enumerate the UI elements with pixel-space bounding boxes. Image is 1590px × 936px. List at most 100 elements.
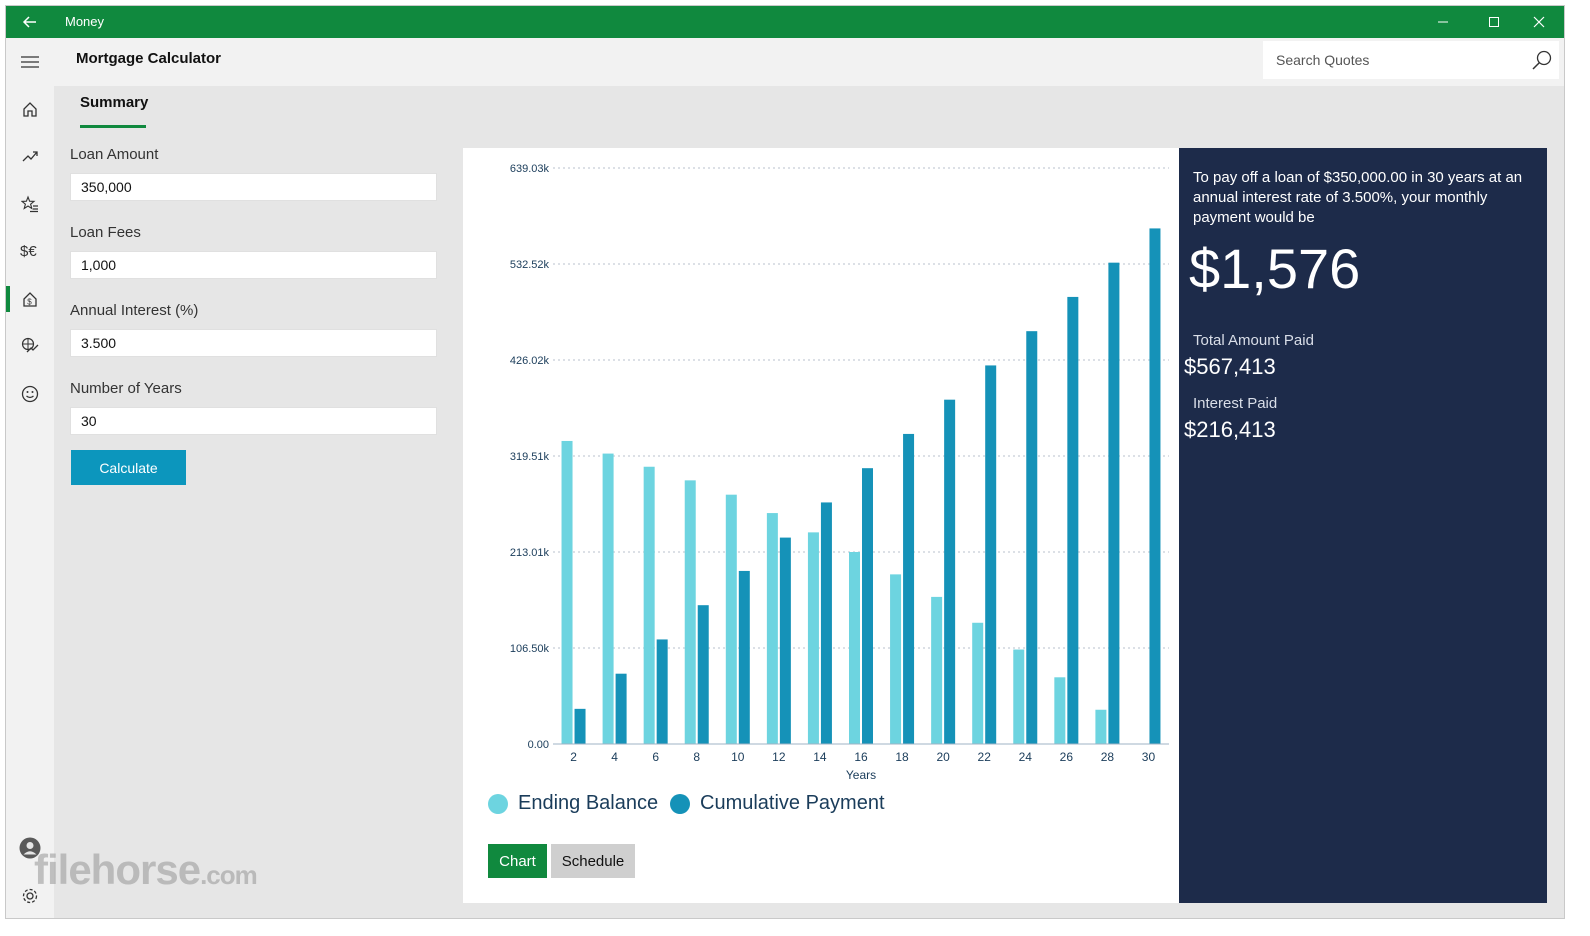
calculate-button[interactable]: Calculate (71, 450, 186, 485)
mortgage-bar-chart: 0.00 106.50k 213.01k 319.51k 426.02k 532.52k 6… (510, 163, 1169, 782)
cumulative-payment-bar (1026, 331, 1038, 744)
ending-balance-bar (890, 574, 902, 744)
title-bar: Money (6, 6, 1564, 38)
cumulative-payment-bar (1108, 262, 1120, 744)
watermark-text: filehorse (34, 846, 201, 893)
x-tick-label: 20 (936, 750, 950, 764)
x-tick-label: 16 (854, 750, 868, 764)
sidebar: $€ $ (6, 38, 54, 918)
x-tick-label: 8 (693, 750, 700, 764)
world-markets-icon[interactable] (18, 334, 42, 358)
chart-panel: 0.00 106.50k 213.01k 319.51k 426.02k 532.52k 6… (463, 148, 1179, 903)
ending-balance-bar (725, 494, 737, 744)
y-tick-label: 319.51k (510, 451, 550, 463)
y-tick-label: 639.03k (510, 163, 550, 175)
cumulative-payment-bar (985, 365, 997, 744)
cumulative-payment-dot-icon (670, 793, 690, 814)
x-tick-label: 22 (978, 750, 992, 764)
summary-panel: To pay off a loan of $350,000.00 in 30 y… (1179, 148, 1547, 903)
search-box (1263, 41, 1559, 79)
watermark-logo: filehorse.com (34, 846, 258, 894)
summary-description: To pay off a loan of $350,000.00 in 30 y… (1193, 169, 1523, 226)
svg-text:$€: $€ (20, 243, 37, 260)
home-icon[interactable] (18, 97, 42, 121)
hamburger-menu-icon[interactable] (18, 50, 42, 74)
ending-balance-bar (1095, 709, 1107, 744)
close-button[interactable] (1516, 6, 1562, 38)
cumulative-payment-bar (574, 708, 586, 744)
y-tick-label: 106.50k (510, 643, 550, 655)
loan-amount-label: Loan Amount (70, 146, 159, 163)
total-paid-value: $567,413 (1184, 354, 1276, 379)
x-axis-label: Years (846, 768, 876, 782)
interest-paid-label: Interest Paid (1193, 395, 1278, 412)
cumulative-payment-bar (738, 570, 750, 744)
x-tick-label: 4 (611, 750, 618, 764)
total-paid-label: Total Amount Paid (1193, 332, 1314, 349)
search-input[interactable] (1274, 51, 1518, 69)
cumulative-payment-bar (1149, 228, 1161, 744)
ending-balance-bar (1013, 649, 1025, 744)
smiley-feedback-icon[interactable] (18, 382, 42, 406)
legend-ending-balance: Ending Balance (488, 792, 658, 815)
ending-balance-bar (684, 480, 696, 744)
ending-balance-bar (643, 466, 655, 744)
number-of-years-label: Number of Years (70, 380, 182, 397)
x-tick-label: 2 (570, 750, 577, 764)
page-title: Mortgage Calculator (76, 50, 222, 67)
chart-view-button[interactable]: Chart (488, 844, 547, 878)
ending-balance-bar (807, 532, 819, 744)
cumulative-payment-bar (779, 537, 791, 744)
y-tick-label: 426.02k (510, 355, 550, 367)
loan-fees-label: Loan Fees (70, 224, 141, 241)
x-tick-label: 14 (813, 750, 827, 764)
cumulative-payment-bar (656, 639, 668, 744)
legend-cumulative-payment: Cumulative Payment (670, 792, 885, 815)
app-window: Money $€ $ (5, 5, 1565, 919)
ending-balance-bar (766, 513, 778, 744)
account-avatar-icon[interactable] (18, 836, 42, 860)
maximize-button[interactable] (1471, 6, 1517, 38)
cumulative-payment-bar (697, 605, 709, 744)
active-nav-indicator (6, 286, 10, 312)
cumulative-payment-bar (862, 468, 873, 744)
ending-balance-bar (1054, 677, 1066, 744)
legend-cumulative-payment-label: Cumulative Payment (700, 792, 885, 814)
back-arrow-icon[interactable] (20, 12, 40, 32)
ending-balance-bar (931, 596, 943, 744)
page-header: Mortgage Calculator (54, 38, 1564, 86)
loan-amount-input[interactable] (70, 173, 437, 201)
minimize-button[interactable] (1420, 6, 1466, 38)
app-title: Money (65, 14, 105, 29)
y-tick-label: 213.01k (510, 547, 550, 559)
tab-summary[interactable]: Summary (80, 94, 149, 111)
ending-balance-bar (849, 552, 860, 744)
legend-ending-balance-label: Ending Balance (518, 792, 659, 814)
cumulative-payment-bar (615, 673, 627, 744)
watchlist-star-icon[interactable] (18, 192, 42, 216)
annual-interest-input[interactable] (70, 329, 437, 357)
x-tick-label: 24 (1019, 750, 1033, 764)
x-tick-label: 28 (1101, 750, 1115, 764)
mortgage-house-icon[interactable]: $ (18, 287, 42, 311)
annual-interest-label: Annual Interest (%) (70, 302, 199, 319)
x-tick-label: 10 (731, 750, 745, 764)
schedule-view-button[interactable]: Schedule (551, 844, 635, 878)
number-of-years-input[interactable] (70, 407, 437, 435)
cumulative-payment-bar (944, 399, 956, 744)
currency-icon[interactable]: $€ (18, 239, 42, 263)
ending-balance-bar (602, 453, 614, 744)
search-icon[interactable] (1531, 49, 1553, 71)
interest-paid-value: $216,413 (1184, 417, 1276, 442)
ending-balance-dot-icon (488, 793, 508, 814)
cumulative-payment-bar (1067, 296, 1079, 744)
tab-selected-underline (80, 125, 146, 128)
x-tick-label: 18 (895, 750, 909, 764)
loan-fees-input[interactable] (70, 251, 437, 279)
y-tick-label: 0.00 (528, 739, 549, 751)
trend-icon[interactable] (18, 144, 42, 168)
settings-gear-icon[interactable] (18, 884, 42, 908)
svg-text:$: $ (27, 298, 32, 307)
monthly-payment-value: $1,576 (1189, 237, 1361, 300)
watermark-suffix: .com (200, 860, 258, 890)
